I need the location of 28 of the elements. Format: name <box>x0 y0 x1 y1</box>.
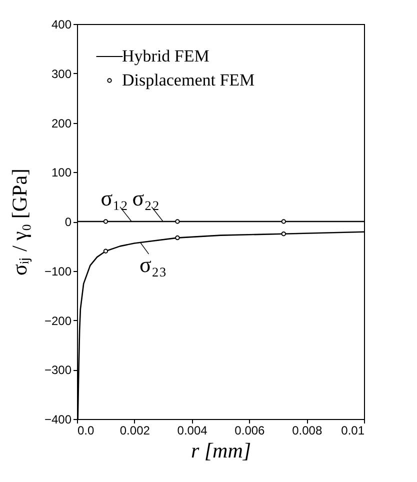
x-tick-label: 0.01 <box>341 424 365 438</box>
point <box>103 248 108 254</box>
y-tick-label: −400 <box>44 412 72 426</box>
x-tick-label: 0.004 <box>177 424 208 438</box>
x-tick-label: 0.0 <box>78 424 95 438</box>
annotation: σ₂₃ <box>139 252 167 278</box>
point <box>281 231 286 236</box>
point <box>281 219 286 224</box>
x-tick-label: 0.002 <box>120 424 150 438</box>
legend-label: Hybrid FEM <box>122 46 210 66</box>
x-tick-label: 0.008 <box>292 424 322 438</box>
point <box>103 219 108 224</box>
legend-label: Displacement FEM <box>122 70 255 90</box>
y-axis-title: σᵢⱼ / γ₀ [GPa] <box>7 168 32 276</box>
point <box>175 235 180 240</box>
x-axis-title: r [mm] <box>190 438 252 462</box>
annotation: σ₁₂ <box>100 186 128 211</box>
y-tick-label: 100 <box>51 166 72 180</box>
y-tick-label: 400 <box>51 18 72 32</box>
y-tick-label: −200 <box>44 314 72 328</box>
y-tick-label: 300 <box>51 66 72 81</box>
y-tick-label: −100 <box>44 264 72 278</box>
y-tick-label: 0 <box>64 215 72 229</box>
y-tick-label: −300 <box>44 363 72 378</box>
y-tick-label: 200 <box>51 116 72 130</box>
annotation: σ₂₂ <box>132 186 160 211</box>
x-tick-label: 0.006 <box>234 424 266 438</box>
point <box>175 219 180 224</box>
